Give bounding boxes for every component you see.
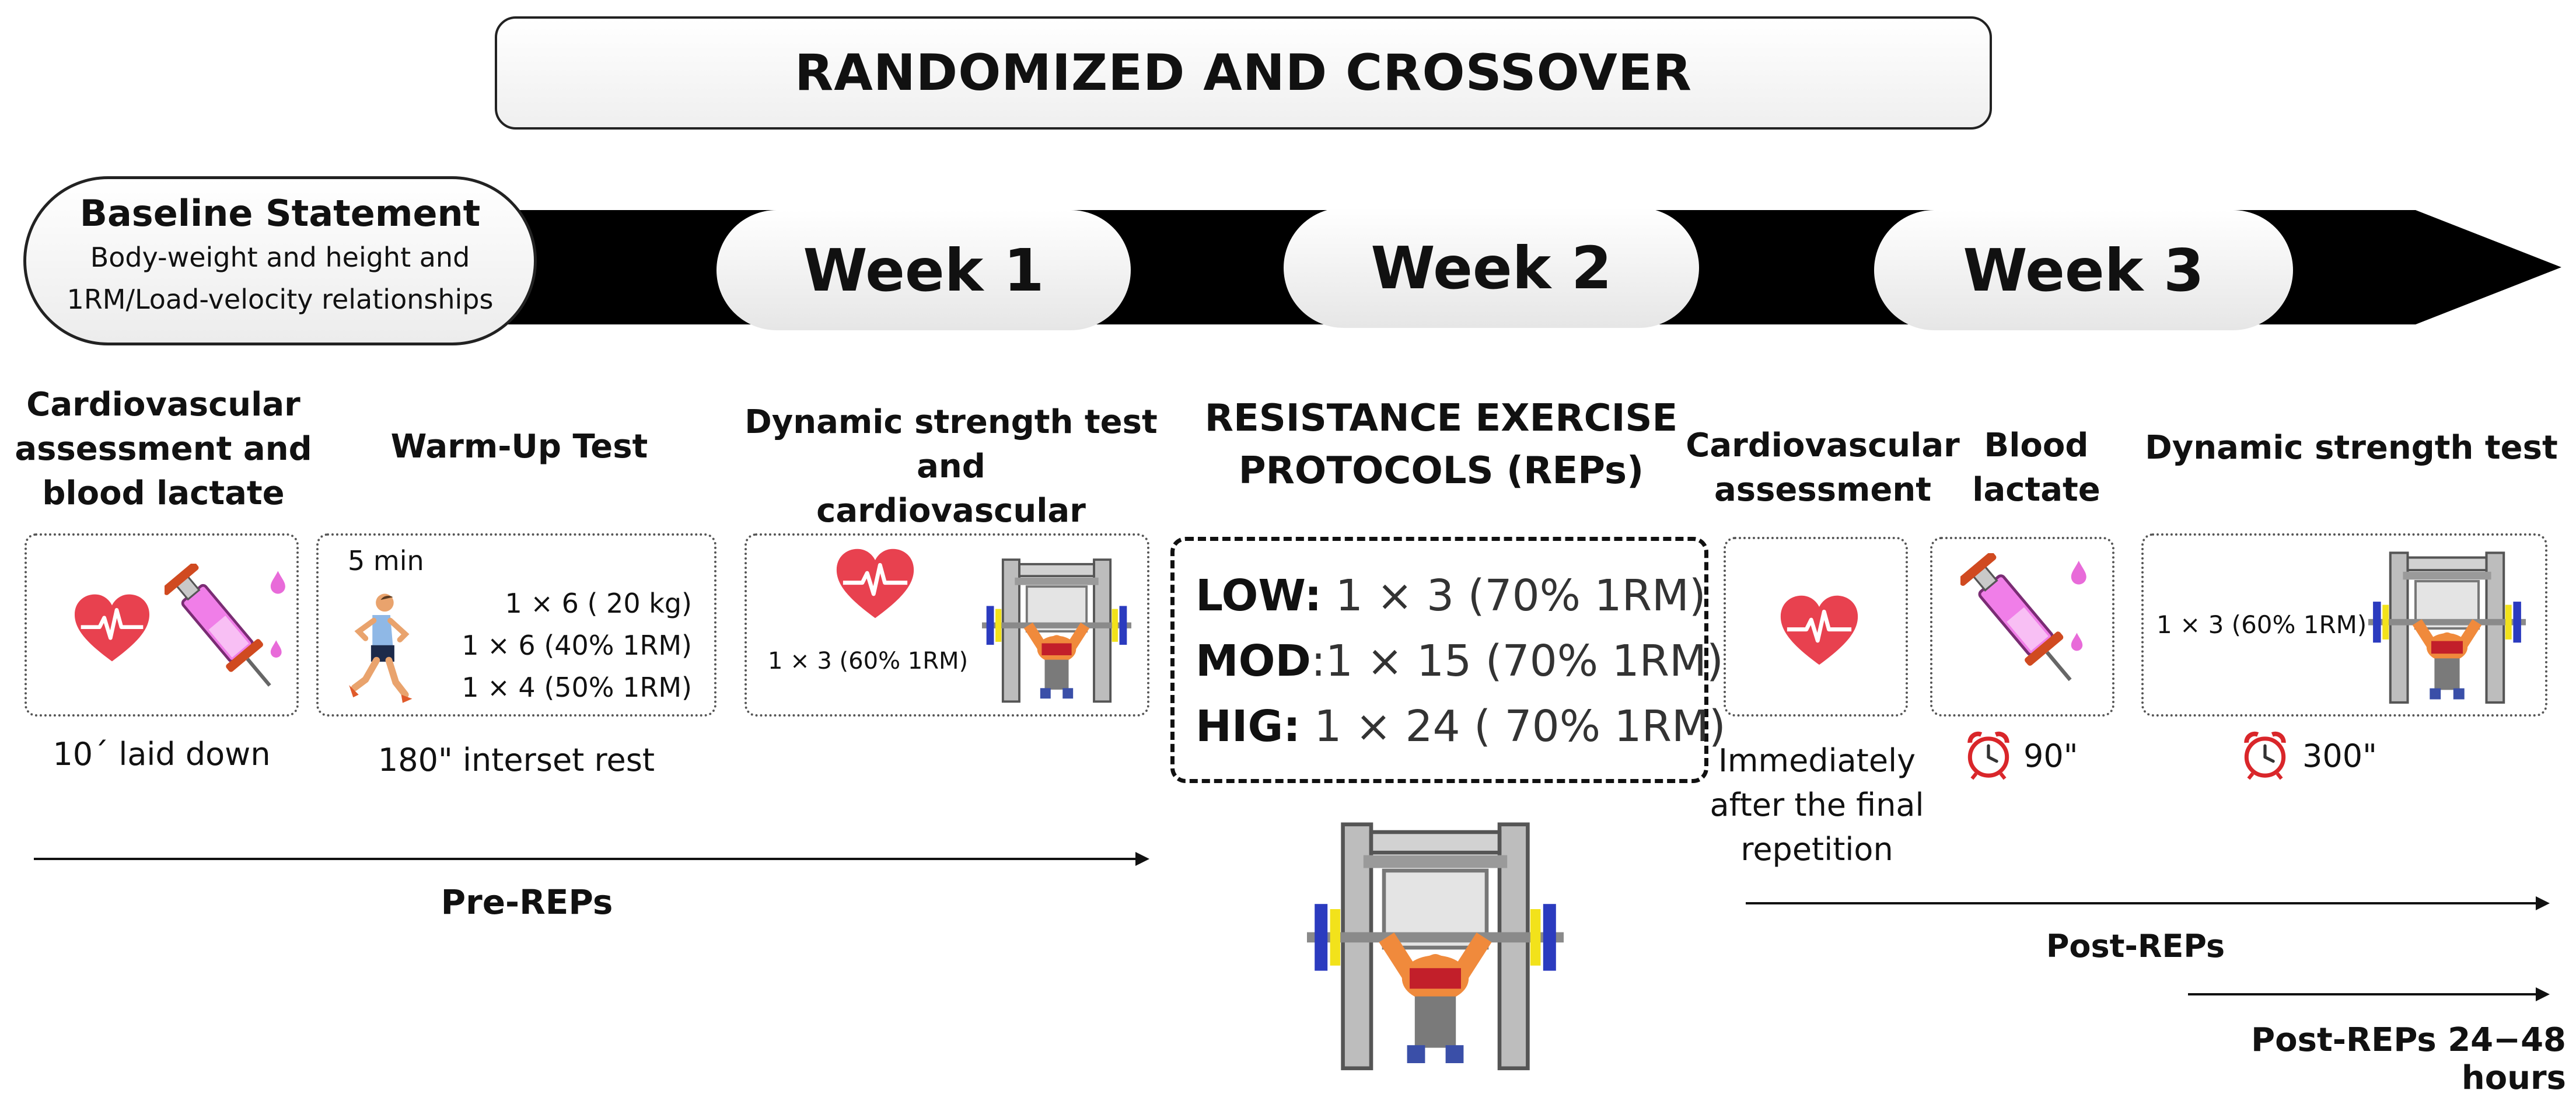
pre-dynamic-box: 1 × 3 (60% 1RM) [745,533,1149,717]
week-2-pill: Week 2 [1284,208,1699,328]
pre-reps-arrowhead [1135,852,1149,866]
post-cardio-note: Immediately after the final repetition [1700,739,1934,872]
week-1-pill: Week 1 [716,210,1131,330]
heart-pulse-icon [72,593,152,663]
heart-pulse-icon [1778,594,1860,666]
protocol-mod: MOD:1 × 15 (70% 1RM) [1196,628,1724,694]
baseline-statement: Baseline Statement Body-weight and heigh… [23,176,537,345]
baseline-subtitle-line1: Body-weight and height and [90,242,470,273]
protocol-mod-key: MOD [1196,636,1311,686]
post-cardio-note-line1: Immediately [1718,742,1916,779]
post-cardio-header: Cardiovascular assessment [1683,424,1963,512]
post-dynamic-set: 1 × 3 (60% 1RM) [2156,610,2367,639]
post-lactate-header-line1: Blood [1984,427,2089,464]
reps-header-line1: RESISTANCE EXERCISE [1204,397,1678,440]
alarm-clock-icon [1963,729,2014,781]
pre-dynamic-header-line1: Dynamic strength test and [745,403,1158,485]
warmup-sets: 1 × 6 ( 20 kg) 1 × 6 (40% 1RM) 1 × 4 (50… [459,582,692,708]
warmup-note: 180" interset rest [378,742,655,778]
protocol-low-value: 1 × 3 (70% 1RM) [1322,571,1706,621]
runner-icon [344,592,414,708]
post-reps-48h-label: Post-REPs 24−48 hours [2251,1021,2566,1097]
post-cardio-box [1724,537,1908,717]
warmup-box: 5 min 1 × 6 ( 20 kg) 1 × 6 (40% 1RM) 1 ×… [316,533,716,717]
pre-reps-label: Pre-REPs [441,882,613,922]
baseline-title: Baseline Statement [79,192,481,235]
syringe-icon [1960,553,2095,705]
week-3-pill: Week 3 [1874,210,2293,330]
reps-header-line2: PROTOCOLS (REPs) [1238,449,1644,492]
bench-press-icon [1307,819,1564,1076]
post-cardio-header-line2: assessment [1714,471,1932,509]
warmup-header: Warm-Up Test [390,428,648,466]
post-reps-arrowhead [2536,896,2550,910]
protocol-low-key: LOW: [1196,571,1322,621]
warmup-set-1: 1 × 6 ( 20 kg) [505,588,692,619]
post-reps-48h-line [2188,993,2543,995]
pre-cardio-header-line1: Cardiovascular [26,386,300,424]
protocol-hig-key: HIG: [1196,701,1301,752]
post-cardio-note-line3: repetition [1740,831,1893,868]
pre-cardio-header-line3: blood lactate [42,474,285,512]
protocol-mod-value: :1 × 15 (70% 1RM) [1310,636,1724,686]
post-reps-line [1746,902,2543,904]
baseline-subtitle-line2: 1RM/Load-velocity relationships [67,284,494,315]
post-cardio-note-line2: after the final [1710,787,1924,823]
post-lactate-time: 90" [2023,738,2078,774]
bench-press-icon [2365,550,2529,707]
pre-cardio-header: Cardiovascular assessment and blood lact… [12,383,315,516]
syringe-icon [165,564,293,710]
alarm-clock-icon [2239,729,2291,781]
pre-cardio-note: 10´ laid down [53,736,271,773]
post-reps-label: Post-REPs [2046,928,2225,965]
post-reps-48h-arrowhead [2536,987,2550,1001]
study-design-banner: RANDOMIZED AND CROSSOVER [495,16,1992,130]
post-dynamic-header: Dynamic strength test [2145,429,2558,467]
protocol-low: LOW: 1 × 3 (70% 1RM) [1196,563,1706,628]
protocol-hig-value: 1 × 24 ( 70% 1RM) [1300,701,1726,752]
pre-reps-line [34,858,1142,860]
pre-cardio-box [25,533,299,717]
post-lactate-header: Blood lactate [1925,424,2147,512]
pre-dynamic-set: 1 × 3 (60% 1RM) [768,648,969,675]
post-dynamic-box: 1 × 3 (60% 1RM) [2141,533,2547,717]
warmup-duration: 5 min [348,545,424,577]
warmup-set-2: 1 × 6 (40% 1RM) [462,630,692,661]
pre-cardio-header-line2: assessment and [15,430,312,468]
protocol-hig: HIG: 1 × 24 ( 70% 1RM) [1196,694,1726,759]
reps-protocols-box: LOW: 1 × 3 (70% 1RM) MOD:1 × 15 (70% 1RM… [1170,537,1726,783]
heart-pulse-icon [834,547,916,620]
post-cardio-header-line1: Cardiovascular [1686,427,1960,464]
warmup-set-3: 1 × 4 (50% 1RM) [462,672,692,703]
reps-header: RESISTANCE EXERCISE PROTOCOLS (REPs) [1161,392,1721,497]
bench-press-icon [978,557,1135,706]
post-dynamic-time: 300" [2302,738,2377,774]
post-lactate-header-line2: lactate [1972,471,2100,509]
post-lactate-box [1930,537,2114,717]
